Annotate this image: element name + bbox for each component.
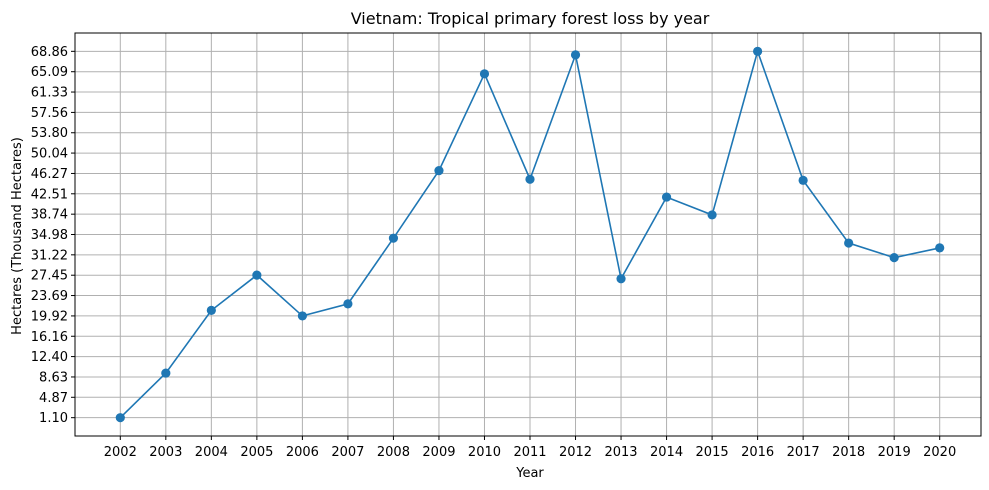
x-tick-label: 2009 <box>422 445 455 460</box>
y-tick-label: 1.10 <box>39 411 68 426</box>
x-tick-label: 2016 <box>741 445 774 460</box>
y-tick-label: 61.33 <box>31 86 68 101</box>
y-tick-label: 31.22 <box>31 248 68 263</box>
x-tick-label: 2005 <box>240 445 273 460</box>
x-axis-label: Year <box>515 466 544 481</box>
y-tick-label: 46.27 <box>31 167 68 182</box>
data-point <box>252 270 262 280</box>
data-point <box>707 210 717 220</box>
chart-title: Vietnam: Tropical primary forest loss by… <box>351 9 710 28</box>
data-point <box>616 274 626 284</box>
data-point <box>206 305 216 316</box>
data-point <box>297 311 307 321</box>
y-tick-label: 16.16 <box>31 330 68 345</box>
data-point <box>115 413 125 423</box>
x-tick-label: 2019 <box>878 445 911 460</box>
data-point <box>525 174 535 184</box>
x-tick-label: 2018 <box>832 445 865 460</box>
y-tick-label: 19.92 <box>31 309 68 324</box>
x-tick-label: 2010 <box>468 445 501 460</box>
data-point <box>661 192 672 202</box>
data-point <box>161 368 171 378</box>
x-tick-label: 2015 <box>696 445 729 460</box>
data-point <box>343 299 353 309</box>
x-axis: 2002 2003 2004 2005 2006 2007 2008 2009 2010 2011… <box>104 436 956 460</box>
x-tick-label: 2006 <box>286 445 319 460</box>
data-point <box>844 238 854 248</box>
y-tick-label: 42.51 <box>31 187 68 202</box>
x-tick-label: 2002 <box>104 445 137 460</box>
x-tick-label: 2011 <box>513 445 546 460</box>
data-point <box>388 233 399 243</box>
y-tick-label: 23.69 <box>31 289 68 304</box>
y-tick-label: 12.40 <box>31 350 68 365</box>
data-point <box>434 165 444 176</box>
y-tick-label: 8.63 <box>39 370 68 385</box>
y-tick-label: 68.86 <box>31 45 68 60</box>
y-tick-label: 57.56 <box>31 106 68 121</box>
y-tick-label: 4.87 <box>39 391 68 406</box>
data-point <box>570 50 581 60</box>
y-tick-label: 53.80 <box>31 126 68 141</box>
grid <box>75 33 981 436</box>
y-tick-label: 34.98 <box>31 228 68 243</box>
data-point <box>935 243 945 253</box>
x-tick-label: 2007 <box>331 445 364 460</box>
y-tick-label: 50.04 <box>31 147 68 162</box>
y-tick-label: 27.45 <box>31 269 68 284</box>
data-point <box>479 69 490 79</box>
data-point <box>889 253 899 263</box>
y-axis: 1.10 4.87 8.63 12.40 16.16 19.92 23.69 27.45 31.… <box>31 45 75 426</box>
x-tick-label: 2020 <box>923 445 956 460</box>
x-tick-label: 2008 <box>377 445 410 460</box>
data-point <box>798 175 808 185</box>
data-point <box>753 46 763 56</box>
x-tick-label: 2003 <box>149 445 182 460</box>
y-axis-label: Hectares (Thousand Hectares) <box>10 137 25 335</box>
x-tick-label: 2017 <box>787 445 820 460</box>
x-tick-label: 2014 <box>650 445 683 460</box>
y-tick-label: 38.74 <box>31 208 68 223</box>
y-tick-label: 65.09 <box>31 65 68 80</box>
x-tick-label: 2004 <box>195 445 228 460</box>
x-tick-label: 2013 <box>604 445 637 460</box>
series-layer <box>115 46 945 423</box>
x-tick-label: 2012 <box>559 445 592 460</box>
